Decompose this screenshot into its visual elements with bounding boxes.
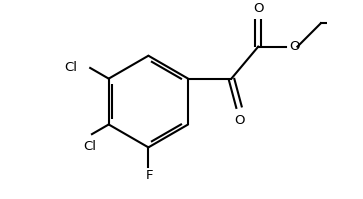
Text: O: O (289, 40, 300, 53)
Text: O: O (253, 2, 264, 15)
Text: Cl: Cl (83, 140, 96, 153)
Text: F: F (146, 169, 154, 182)
Text: O: O (234, 114, 245, 127)
Text: Cl: Cl (65, 61, 77, 74)
